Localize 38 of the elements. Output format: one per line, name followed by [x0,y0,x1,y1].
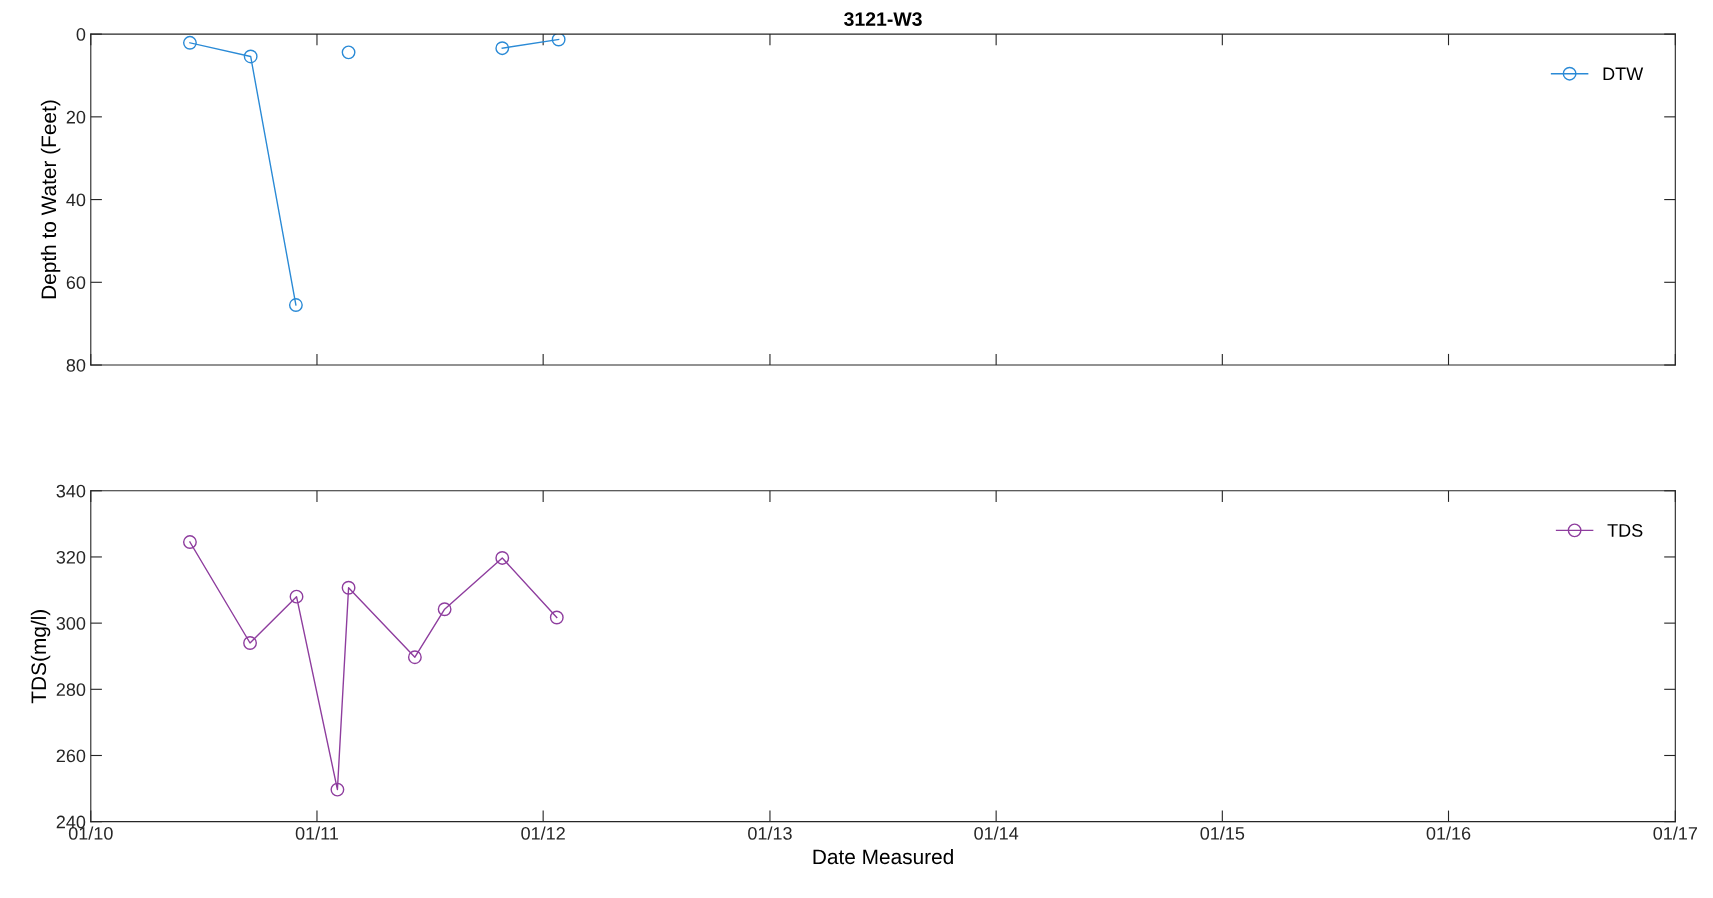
point [182,535,197,550]
point [549,610,564,625]
x-tick-label: 01/14 [974,826,1019,840]
y-tick-label: 280 [56,683,86,697]
y-tick-label: 320 [56,550,86,564]
point [495,41,510,56]
x-tick-label: 01/13 [748,826,792,840]
y-tick-label: 40 [66,193,86,207]
point [243,636,257,650]
point [495,550,510,565]
y-tick-label: 20 [66,110,86,124]
point [330,782,345,797]
legend-label: TDS [1607,524,1643,537]
point [341,580,356,595]
x-tick-label: 01/15 [1200,826,1245,840]
x-tick-label: 01/17 [1653,826,1697,840]
point [551,34,566,47]
chart-title: 3121-W3 [844,12,922,27]
x-tick-label: 01/16 [1426,826,1471,840]
y-tick-label: 80 [66,358,86,372]
legend-label: DTW [1603,67,1644,80]
point [243,49,258,64]
y-axis-title: Depth to Water (Feet) [40,100,61,299]
point [288,298,303,312]
x-axis-title: Date Measured [813,848,953,865]
x-tick-label: 01/12 [521,826,565,840]
point [437,602,452,617]
y-tick-label: 260 [56,749,86,763]
y-tick-label: 300 [56,617,86,630]
point [182,35,197,50]
point [341,45,356,60]
y-tick-label: 60 [66,276,86,290]
y-axis-title: TDS(mg/l) [30,610,51,704]
x-tick-label: 01/11 [295,826,339,840]
point [407,650,422,665]
y-tick-label: 0 [76,28,86,41]
y-tick-label: 340 [56,484,86,498]
point [289,589,304,604]
